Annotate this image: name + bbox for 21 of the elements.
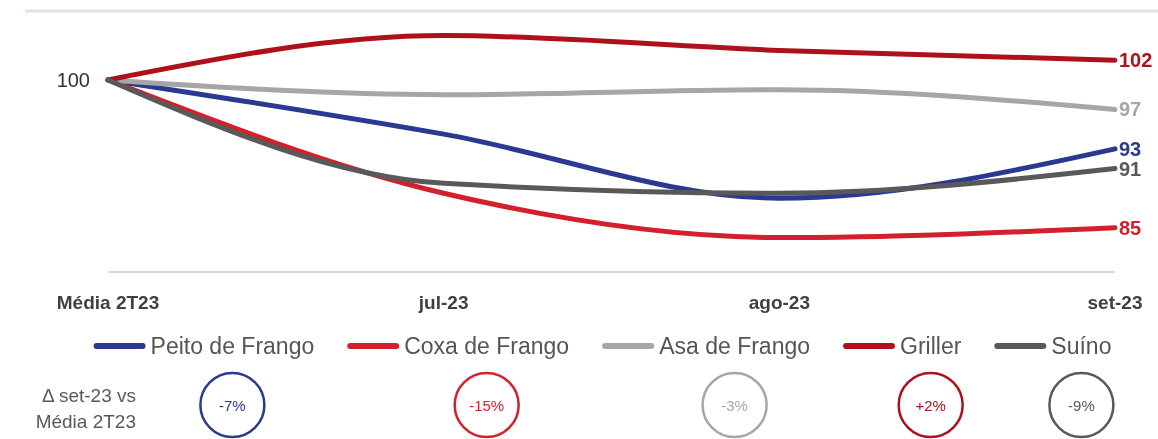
text: Δ set-23 vs Média 2T23: [35, 385, 136, 432]
text: +2%: [915, 396, 946, 414]
legend-label: Griller: [900, 333, 962, 359]
data-label: 102: [1119, 49, 1153, 72]
text: -3%: [721, 396, 748, 414]
x-tick-label: ago-23: [748, 292, 810, 313]
x-tick-label: jul-23: [417, 292, 469, 313]
data-label: 93: [1119, 137, 1142, 160]
data-label: 97: [1119, 98, 1142, 121]
data-label: 100: [56, 68, 90, 91]
data-label: 85: [1119, 216, 1142, 239]
x-tick-label: set-23: [1087, 292, 1143, 313]
legend-label: Peito de Frango: [150, 333, 315, 359]
legend-label: Asa de Frango: [659, 333, 811, 359]
legend-label: Coxa de Frango: [404, 333, 570, 359]
text: -9%: [1068, 396, 1095, 414]
text: -7%: [219, 396, 246, 414]
legend-label: Suíno: [1051, 333, 1112, 359]
data-label: 91: [1119, 157, 1142, 180]
text: -15%: [469, 396, 505, 414]
x-tick-label: Média 2T23: [56, 292, 160, 313]
